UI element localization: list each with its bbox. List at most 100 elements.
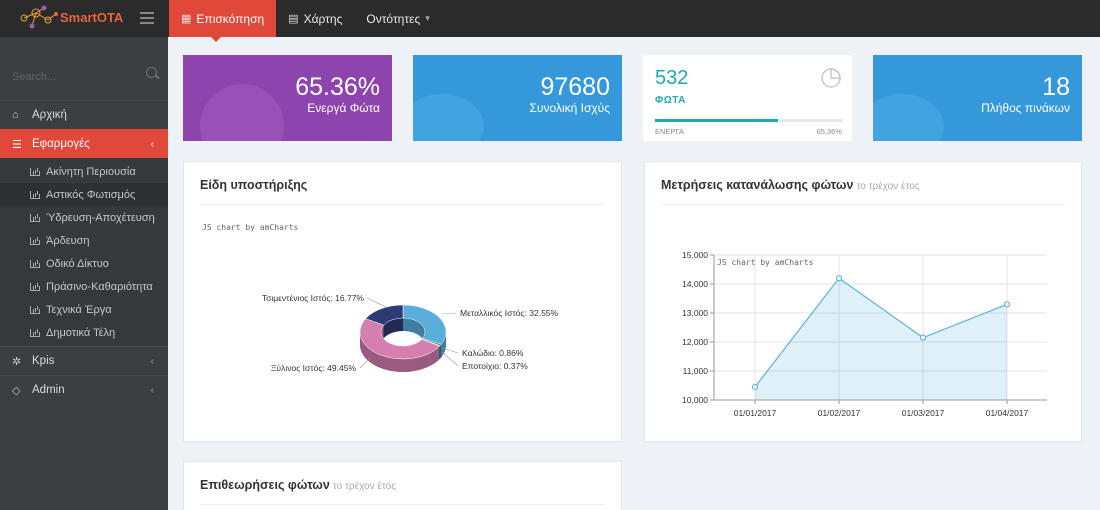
divider [661,204,1065,205]
y-tick-label: 13,000 [682,308,708,318]
nav-entities-label: Οντότητες [366,11,421,26]
nav-overview[interactable]: ▦ Επισκόπηση [169,0,277,42]
sidebar-subitem-municipal-fees[interactable]: Δημοτικά Τέλη [0,321,168,344]
bar-chart-icon [30,305,40,314]
diamond-icon: ◇ [12,384,21,397]
slice-label: Εποτοίχιο: 0.37% [462,361,528,371]
stat-label: Συνολική Ισχύς [529,101,610,115]
sidebar-subitem-water-sewage[interactable]: Ύδρευση-Αποχέτευση [0,206,168,229]
progress-label: ΕΝΕΡΓΑ [655,127,684,136]
divider [200,504,605,505]
x-tick-label: 01/04/2017 [986,408,1029,418]
stat-value: 97680 [540,73,610,101]
label-leader [441,347,459,354]
card-title: Είδη υποστήριξης [200,178,308,192]
sidebar-subitem-technical-works[interactable]: Τεχνικά Έργα [0,298,168,321]
x-tick-label: 01/01/2017 [734,408,777,418]
sidebar-item-kpis[interactable]: ✲ Kpis ‹ [0,346,168,375]
sidebar-subitem-label: Ακίνητη Περιουσία [46,165,136,178]
data-point[interactable] [751,383,759,391]
donut-slice[interactable] [359,318,441,360]
bar-chart-icon [30,328,40,337]
applications-submenu: Ακίνητη Περιουσία Αστικός Φωτισμός Ύδρευ… [0,158,168,346]
donut-slice[interactable] [402,304,447,345]
sidebar-item-admin[interactable]: ◇ Admin ‹ [0,375,168,404]
bar-chart-icon [30,213,40,222]
logo-icon [20,5,58,29]
x-tick-label: 01/02/2017 [818,408,861,418]
sidebar-subitem-green-cleaning[interactable]: Πράσινο-Καθαριότητα [0,275,168,298]
globe-icon [200,84,284,141]
stat-tile-total-power[interactable]: 97680 Συνολική Ισχύς [413,55,622,141]
card-subtitle: το τρέχον έτος [856,181,920,192]
chevron-left-icon: ‹ [150,355,154,367]
sidebar-subitem-real-estate[interactable]: Ακίνητη Περιουσία [0,160,168,183]
donut-chart: Μεταλλικός Ιστός: 32.55% Καλώδιο: 0.86% Επ… [262,293,559,373]
card-title-text: Μετρήσεις κατανάλωσης φώτων [661,178,854,192]
bar-chart-icon [30,259,40,268]
inspections-card: Επιθεωρήσεις φώτων το τρέχον έτος [183,461,622,510]
chart-credit: JS chart by amCharts [717,258,814,267]
map-icon: ▤ [288,13,299,25]
chart-icon [873,94,944,141]
y-tick-label: 14,000 [682,279,708,289]
sidebar-item-label: Αρχική [32,109,67,121]
divider [200,204,605,205]
card-title: Μετρήσεις κατανάλωσης φώτων το τρέχον έτο… [661,178,920,192]
sidebar-search[interactable]: Search... [12,67,157,83]
chevron-left-icon: ‹ [150,384,154,396]
consumption-card: Μετρήσεις κατανάλωσης φώτων το τρέχον έτο… [644,161,1082,442]
stat-label: Πλήθος πινάκων [981,101,1070,115]
bar-chart-icon [30,236,40,245]
progress-value: 65,36% [816,127,842,136]
data-point[interactable] [919,334,927,341]
search-input[interactable]: Search... [12,71,57,83]
sidebar-subitem-road-network[interactable]: Οδικό Δίκτυο [0,252,168,275]
support-types-card: Είδη υποστήριξης JS chart by amCharts Με… [183,161,622,442]
y-tick-label: 15,000 [682,250,708,260]
slice-label: Ξύλινος Ιστός: 49.45% [271,363,357,373]
sidebar-item-applications[interactable]: ☰ Εφαρμογές ‹ [0,129,168,158]
database-icon: ☰ [12,138,22,151]
label-leader [441,312,457,315]
bar-chart-icon [30,190,40,199]
slice-label: Μεταλλικός Ιστός: 32.55% [460,308,559,318]
card-title-text: Επιθεωρήσεις φώτων [200,478,330,492]
sidebar-subitem-label: Δημοτικά Τέλη [46,326,116,339]
data-point[interactable] [835,275,843,282]
nav-overview-label: Επισκόπηση [196,11,265,26]
data-point[interactable] [1003,301,1011,308]
menu-toggle-icon[interactable] [140,12,154,24]
sidebar-menu: ⌂ Αρχική ☰ Εφαρμογές ‹ Ακίνητη Περιουσία… [0,100,168,404]
sidebar-item-label: Kpis [32,355,55,367]
area-fill [755,278,1007,400]
stat-tile-lights[interactable]: 532 ΦΩΤΑ ΕΝΕΡΓΑ 65,36% [643,55,852,141]
nav-map[interactable]: ▤ Χάρτης [276,0,354,37]
pie-chart-icon [821,68,841,88]
sidebar-subitem-label: Πράσινο-Καθαριότητα [46,280,153,293]
bar-chart-icon [30,282,40,291]
sidebar-item-home[interactable]: ⌂ Αρχική [0,100,168,129]
stat-tile-panels[interactable]: 18 Πλήθος πινάκων [873,55,1082,141]
gear-icon: ✲ [12,355,22,368]
sidebar-subitem-label: Αστικός Φωτισμός [46,188,136,201]
search-icon[interactable] [146,67,157,78]
y-tick-label: 12,000 [682,337,708,347]
sidebar-subitem-irrigation[interactable]: Άρδευση [0,229,168,252]
chevron-down-icon: ▾ [425,13,430,23]
stat-label: Ενεργά Φώτα [307,101,380,115]
dashboard-icon: ▦ [181,13,192,25]
bar-chart-icon [30,167,40,176]
sidebar-subitem-label: Οδικό Δίκτυο [46,257,109,270]
area-chart: 10,000 11,000 12,000 13,000 14,000 15,000 01/0… [682,250,1047,418]
donut-slice[interactable] [365,304,404,326]
sidebar-subitem-street-lighting[interactable]: Αστικός Φωτισμός [0,183,168,206]
sidebar-subitem-label: Άρδευση [46,234,90,247]
top-nav: ▦ Επισκόπηση ▤ Χάρτης Οντότητες ▾ [169,0,442,42]
stat-tile-active-lights[interactable]: 65.36% Ενεργά Φώτα [183,55,392,141]
sidebar-item-label: Εφαρμογές [32,138,90,150]
nav-entities-dropdown[interactable]: Οντότητες ▾ [354,0,441,37]
sidebar-subitem-label: Τεχνικά Έργα [46,303,112,316]
stat-value: 65.36% [295,73,380,101]
progress-bar [655,119,843,122]
